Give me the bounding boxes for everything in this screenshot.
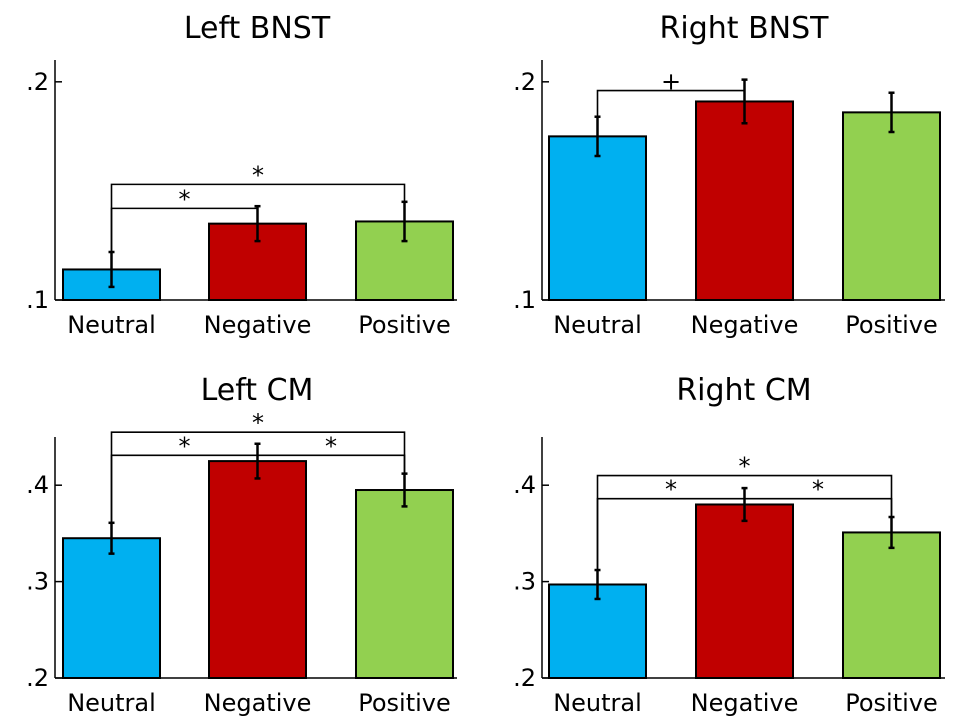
significance-label: *	[739, 453, 751, 481]
x-tick-label: Positive	[358, 311, 451, 339]
panel-title: Right BNST	[660, 11, 830, 46]
y-tick-label: .4	[26, 471, 49, 499]
significance-label: *	[252, 409, 264, 437]
x-tick-label: Negative	[204, 311, 312, 339]
significance-label: +	[661, 68, 681, 96]
bar-positive	[842, 531, 941, 679]
bar-positive	[355, 220, 454, 301]
x-tick-label: Neutral	[67, 689, 156, 717]
y-tick-label: .2	[26, 664, 49, 692]
x-tick-label: Neutral	[553, 689, 642, 717]
y-tick-label: .3	[513, 568, 536, 596]
x-tick-label: Neutral	[67, 311, 156, 339]
panel-left-bnst: Left BNST .1 .2 Neutral Negative Positive * *	[26, 11, 457, 339]
panel-title: Left BNST	[184, 11, 331, 46]
error-bar	[888, 91, 895, 134]
x-tick-label: Positive	[358, 689, 451, 717]
significance-label: *	[665, 476, 677, 504]
bar-positive	[355, 489, 454, 679]
panel-left-cm: Left CM .2 .3 .4 Neutral Negative Positive * * *	[26, 373, 457, 717]
significance-label: *	[179, 185, 191, 213]
bar-positive	[842, 111, 941, 302]
bar-negative	[208, 460, 307, 679]
bar-neutral	[62, 537, 161, 679]
x-tick-label: Positive	[845, 689, 938, 717]
y-tick-label: .4	[513, 471, 536, 499]
significance-bracket: +	[596, 68, 746, 137]
y-tick-label: .2	[26, 68, 49, 96]
significance-bracket: *	[110, 409, 406, 539]
y-tick-label: .2	[513, 68, 536, 96]
significance-label: *	[325, 432, 337, 460]
bar-negative	[695, 100, 794, 301]
x-tick-label: Negative	[691, 689, 799, 717]
panel-right-cm: Right CM .2 .3 .4 Neutral Negative Positive * *…	[513, 373, 945, 717]
y-tick-label: .3	[26, 568, 49, 596]
x-tick-label: Negative	[691, 311, 799, 339]
significance-bracket: *	[110, 161, 406, 270]
x-tick-label: Positive	[845, 311, 938, 339]
panel-title: Left CM	[201, 373, 314, 408]
significance-bracket: *	[596, 453, 893, 585]
y-tick-label: .1	[513, 286, 536, 314]
significance-label: *	[812, 476, 824, 504]
y-tick-label: .1	[26, 286, 49, 314]
y-tick-label: .2	[513, 664, 536, 692]
significance-label: *	[252, 161, 264, 189]
x-tick-label: Negative	[204, 689, 312, 717]
x-tick-label: Neutral	[553, 311, 642, 339]
significance-label: *	[179, 432, 191, 460]
bar-neutral	[548, 135, 647, 301]
bar-negative	[695, 503, 794, 680]
panel-title: Right CM	[676, 373, 811, 408]
panel-right-bnst: Right BNST .1 .2 Neutral Negative Positive +	[513, 11, 945, 339]
